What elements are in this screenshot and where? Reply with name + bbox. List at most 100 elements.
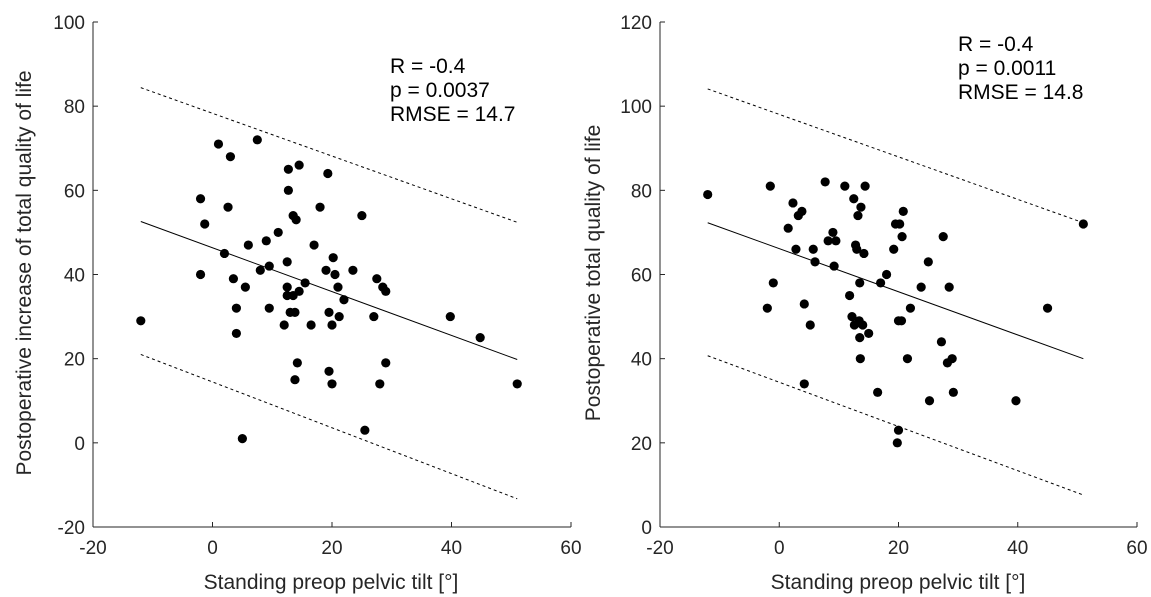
right-data-point <box>828 227 838 238</box>
left-data-point <box>375 379 385 389</box>
right-data-point <box>799 299 809 309</box>
left-data-point <box>327 379 337 389</box>
left-y-tick-label: -20 <box>58 518 85 539</box>
right-data-point <box>823 236 833 246</box>
right-data-point <box>855 354 865 364</box>
left-data-point <box>195 194 206 204</box>
left-x-tick-label: 0 <box>207 538 218 559</box>
left-data-point <box>360 425 370 435</box>
left-data-point <box>328 253 338 263</box>
right-data-point <box>762 303 772 313</box>
right-y-tick-label: 120 <box>620 13 652 34</box>
right-data-point <box>788 198 798 208</box>
right-data-point <box>938 232 948 242</box>
right-data-point <box>889 244 899 254</box>
right-data-point <box>858 320 868 330</box>
right-data-point <box>799 379 809 389</box>
left-data-point <box>223 202 233 212</box>
left-x-tick-label: -20 <box>79 538 106 559</box>
right-prediction-bound-lower <box>707 355 1084 496</box>
right-data-point <box>947 354 957 364</box>
right-data-point <box>853 210 863 221</box>
right-data-point <box>831 236 841 246</box>
left-data-point <box>309 240 319 250</box>
right-data-point <box>765 181 775 191</box>
right-data-point <box>897 232 907 242</box>
right-data-point <box>845 290 855 301</box>
left-data-point <box>294 160 304 170</box>
left-data-point <box>321 265 331 275</box>
right-prediction-bound-upper <box>707 88 1084 224</box>
right-stats-rmse: RMSE = 14.8 <box>958 81 1083 104</box>
left-data-point <box>200 219 210 229</box>
left-data-point <box>279 320 289 330</box>
right-x-tick-label: 40 <box>1007 538 1028 559</box>
right-data-point <box>936 337 947 347</box>
left-y-tick-label: 80 <box>64 97 85 118</box>
right-data-point <box>810 257 820 267</box>
left-data-point <box>445 311 455 322</box>
right-data-point <box>797 206 807 216</box>
right-regression-line <box>707 222 1084 360</box>
right-data-point <box>820 177 830 187</box>
left-x-axis-label: Standing preop pelvic tilt [°] <box>204 571 459 594</box>
right-y-tick-label: 0 <box>641 518 652 539</box>
left-data-point <box>381 358 391 368</box>
right-data-point <box>916 282 926 292</box>
right-data-point <box>896 316 907 326</box>
left-data-point <box>195 269 206 280</box>
right-data-point <box>876 278 886 288</box>
left-data-point <box>381 286 391 296</box>
left-data-point <box>136 316 146 326</box>
left-data-point <box>324 366 334 376</box>
right-data-point <box>840 181 850 191</box>
right-stats-r: R = -0.4 <box>958 33 1034 56</box>
left-y-axis-label: Postoperative increase of total quality … <box>13 70 36 475</box>
right-data-point <box>855 278 865 288</box>
left-data-point <box>323 168 333 179</box>
right-data-point <box>808 244 818 254</box>
right-scatter-panel: R = -0.4 p = 0.0011 RMSE = 14.8 Standing… <box>582 13 1148 594</box>
right-data-point <box>924 396 935 406</box>
left-data-point <box>339 295 349 305</box>
left-data-point <box>292 358 302 368</box>
right-data-point <box>864 328 874 339</box>
left-data-point <box>300 278 310 288</box>
right-data-point <box>923 257 933 267</box>
right-stats-p: p = 0.0011 <box>958 57 1056 80</box>
left-data-point <box>306 320 316 330</box>
right-x-axis-label: Standing preop pelvic tilt [°] <box>771 571 1026 594</box>
right-data-point <box>852 244 862 254</box>
left-x-tick-label: 40 <box>441 538 462 559</box>
right-data-point <box>1042 303 1053 313</box>
left-data-point <box>282 282 292 292</box>
left-y-tick-label: 100 <box>53 13 85 34</box>
left-x-tick-label: 60 <box>560 538 581 559</box>
left-data-point <box>282 257 292 267</box>
left-data-point <box>261 236 271 246</box>
right-data-point <box>805 320 815 330</box>
left-data-point <box>255 265 265 275</box>
right-data-point <box>860 181 870 191</box>
left-x-tick-label: 20 <box>321 538 342 559</box>
left-data-point <box>264 261 274 271</box>
left-data-point <box>225 152 236 162</box>
left-data-point <box>291 215 301 225</box>
right-data-point <box>895 219 905 229</box>
left-data-point <box>219 248 230 259</box>
left-data-point <box>294 286 304 296</box>
left-stats-rmse: RMSE = 14.7 <box>390 103 515 126</box>
right-data-point <box>1078 219 1088 229</box>
left-data-point <box>369 311 379 322</box>
right-data-point <box>905 303 916 313</box>
right-data-point <box>703 189 713 200</box>
left-data-point <box>252 135 262 145</box>
left-data-point <box>283 185 293 195</box>
right-data-point <box>791 244 801 254</box>
right-data-point <box>856 202 866 212</box>
left-data-point <box>324 307 334 317</box>
left-data-point <box>231 303 241 313</box>
left-data-point <box>240 282 250 292</box>
left-data-point <box>273 227 283 238</box>
